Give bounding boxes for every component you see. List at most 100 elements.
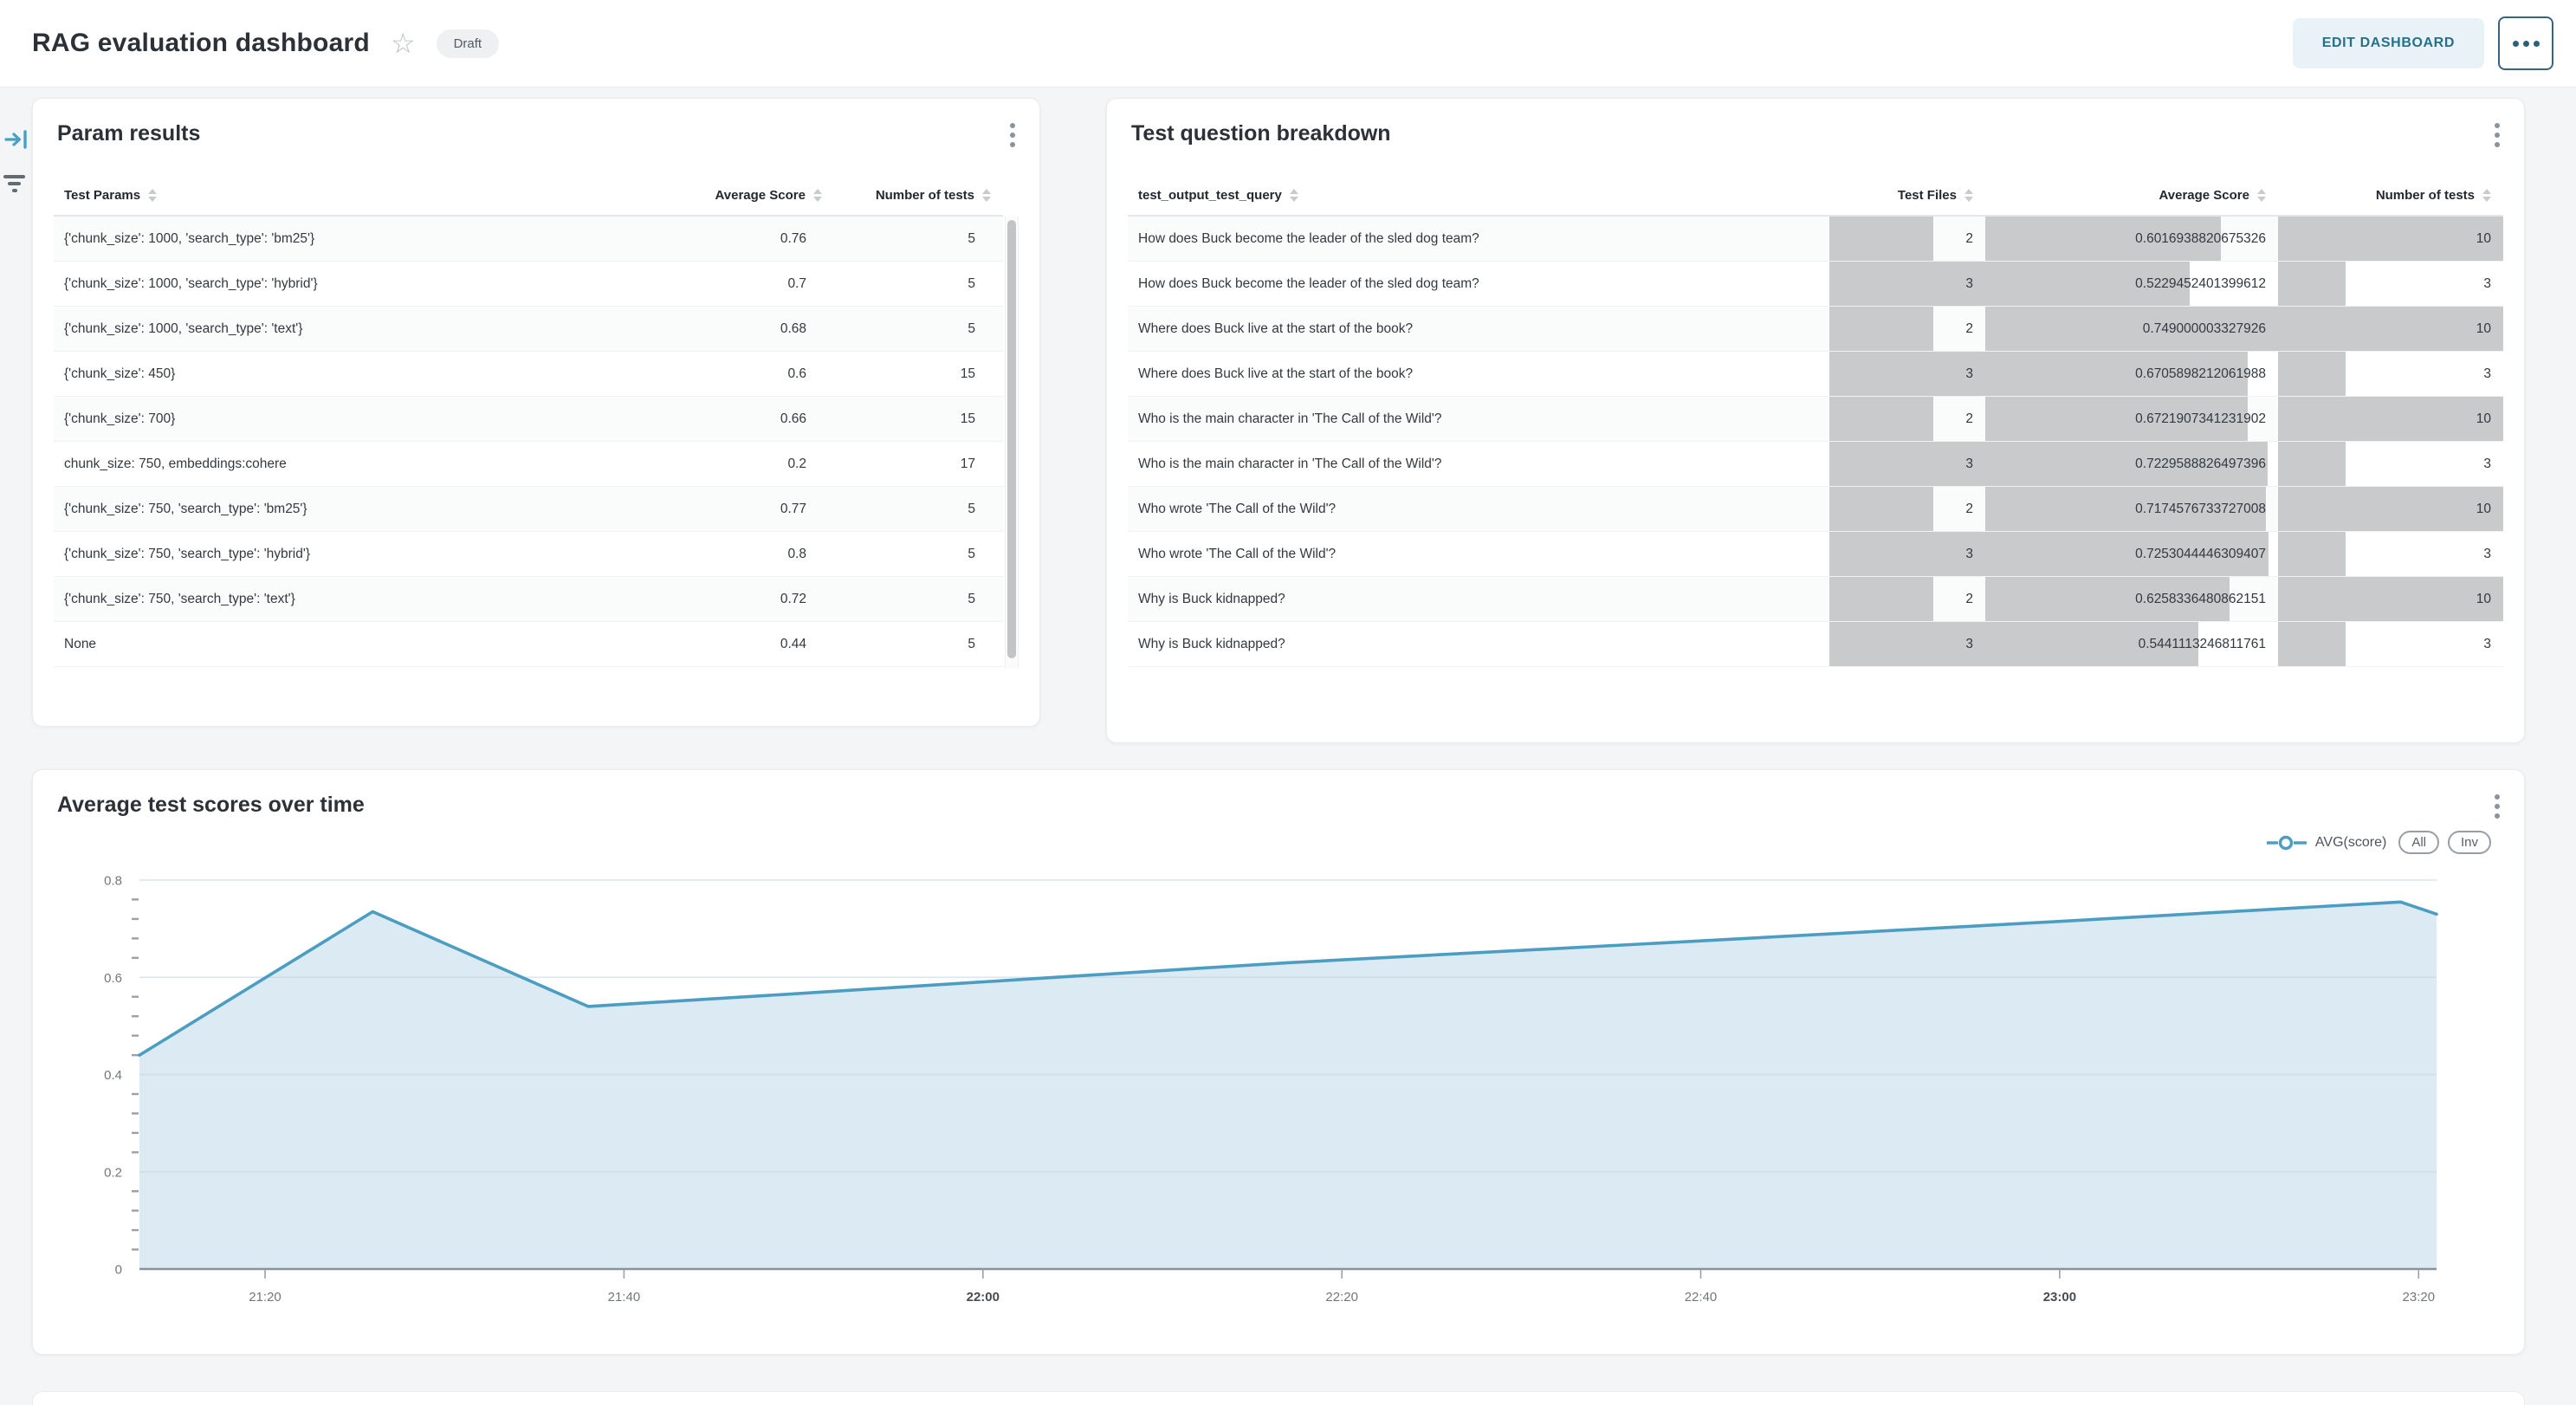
- table-row[interactable]: Why is Buck kidnapped? 3 0.544111324681176…: [1128, 622, 2503, 667]
- cell-number-of-tests[interactable]: 5: [968, 275, 975, 291]
- cell-test-query[interactable]: Where does Buck live at the start of the…: [1138, 366, 1414, 381]
- table-row[interactable]: {'chunk_size': 1000, 'search_type': 'tex…: [54, 307, 1003, 352]
- cell-test-files[interactable]: 3: [1829, 442, 1985, 486]
- cell-test-files[interactable]: 3: [1829, 532, 1985, 576]
- filter-icon[interactable]: [2, 173, 28, 200]
- cell-average-score[interactable]: 0.7: [787, 275, 806, 291]
- table-row[interactable]: chunk_size: 750, embeddings:cohere 0.2 17: [54, 442, 1003, 487]
- cell-average-score[interactable]: 0.76: [780, 230, 806, 246]
- cell-test-files[interactable]: 3: [1829, 622, 1985, 666]
- cell-number-of-tests[interactable]: 5: [968, 636, 975, 651]
- cell-test-files[interactable]: 2: [1829, 307, 1985, 351]
- cell-average-score[interactable]: 0.5229452401399612: [1985, 262, 2278, 306]
- table-row[interactable]: How does Buck become the leader of the s…: [1128, 262, 2503, 307]
- card-menu-button[interactable]: [1006, 120, 1019, 151]
- cell-test-files[interactable]: 3: [1829, 262, 1985, 306]
- expand-sidebar-icon[interactable]: [4, 126, 30, 157]
- cell-number-of-tests[interactable]: 3: [2278, 262, 2503, 306]
- cell-test-query[interactable]: Who wrote 'The Call of the Wild'?: [1138, 501, 1337, 516]
- column-header-average-score[interactable]: Average Score: [639, 188, 834, 203]
- card-menu-button[interactable]: [2491, 791, 2503, 822]
- cell-test-query[interactable]: Who wrote 'The Call of the Wild'?: [1138, 546, 1337, 561]
- cell-number-of-tests[interactable]: 3: [2278, 532, 2503, 576]
- cell-number-of-tests[interactable]: 10: [2278, 577, 2503, 621]
- table-row[interactable]: None 0.44 5: [54, 622, 1003, 667]
- cell-number-of-tests[interactable]: 5: [968, 546, 975, 561]
- cell-number-of-tests[interactable]: 10: [2278, 487, 2503, 531]
- table-row[interactable]: {'chunk_size': 750, 'search_type': 'text…: [54, 577, 1003, 622]
- cell-average-score[interactable]: 0.5441113246811761: [1985, 622, 2278, 666]
- cell-number-of-tests[interactable]: 10: [2278, 307, 2503, 351]
- cell-number-of-tests[interactable]: 5: [968, 320, 975, 336]
- table-row[interactable]: {'chunk_size': 750, 'search_type': 'hybr…: [54, 532, 1003, 577]
- column-header-number-of-tests[interactable]: Number of tests: [2278, 188, 2503, 203]
- table-row[interactable]: {'chunk_size': 450} 0.6 15: [54, 352, 1003, 397]
- score-area-chart[interactable]: 0 0.2 0.4 0.6 0.8 21:20 21:40 22:00 22:20 22:40 23…: [33, 770, 2526, 1356]
- cell-test-files[interactable]: 3: [1829, 352, 1985, 396]
- scrollbar-thumb[interactable]: [1007, 220, 1016, 658]
- table-row[interactable]: {'chunk_size': 1000, 'search_type': 'bm2…: [54, 217, 1003, 262]
- cell-number-of-tests[interactable]: 3: [2278, 352, 2503, 396]
- cell-average-score[interactable]: 0.6705898212061988: [1985, 352, 2278, 396]
- cell-number-of-tests[interactable]: 5: [968, 501, 975, 516]
- table-row[interactable]: {'chunk_size': 750, 'search_type': 'bm25…: [54, 487, 1003, 532]
- cell-average-score[interactable]: 0.7253044446309407: [1985, 532, 2278, 576]
- table-row[interactable]: {'chunk_size': 1000, 'search_type': 'hyb…: [54, 262, 1003, 307]
- cell-number-of-tests[interactable]: 10: [2278, 217, 2503, 261]
- edit-dashboard-button[interactable]: EDIT DASHBOARD: [2292, 18, 2484, 68]
- cell-test-query[interactable]: Where does Buck live at the start of the…: [1138, 320, 1414, 336]
- cell-number-of-tests[interactable]: 10: [2278, 397, 2503, 441]
- cell-average-score[interactable]: 0.749000003327926: [1985, 307, 2278, 351]
- cell-test-files[interactable]: 2: [1829, 217, 1985, 261]
- legend-inv-button[interactable]: Inv: [2447, 831, 2491, 854]
- cell-test-query[interactable]: How does Buck become the leader of the s…: [1138, 230, 1479, 246]
- cell-test-files[interactable]: 2: [1829, 397, 1985, 441]
- cell-test-query[interactable]: How does Buck become the leader of the s…: [1138, 275, 1479, 291]
- cell-average-score[interactable]: 0.77: [780, 501, 806, 516]
- cell-average-score[interactable]: 0.6016938820675326: [1985, 217, 2278, 261]
- cell-number-of-tests[interactable]: 3: [2278, 622, 2503, 666]
- cell-number-of-tests[interactable]: 15: [960, 411, 975, 426]
- cell-number-of-tests[interactable]: 3: [2278, 442, 2503, 486]
- cell-average-score[interactable]: 0.6258336480862151: [1985, 577, 2278, 621]
- table-row[interactable]: Where does Buck live at the start of the…: [1128, 352, 2503, 397]
- cell-average-score[interactable]: 0.8: [787, 546, 806, 561]
- table-row[interactable]: Who wrote 'The Call of the Wild'? 3 0.7253…: [1128, 532, 2503, 577]
- cell-number-of-tests[interactable]: 5: [968, 591, 975, 606]
- legend-series-avg-score[interactable]: AVG(score): [2266, 835, 2386, 851]
- cell-test-params[interactable]: {'chunk_size': 750, 'search_type': 'hybr…: [64, 546, 311, 561]
- cell-test-params[interactable]: {'chunk_size': 1000, 'search_type': 'bm2…: [64, 230, 315, 246]
- column-header-number-of-tests[interactable]: Number of tests: [834, 188, 1003, 203]
- cell-test-query[interactable]: Who is the main character in 'The Call o…: [1138, 411, 1442, 426]
- cell-average-score[interactable]: 0.6721907341231902: [1985, 397, 2278, 441]
- cell-test-params[interactable]: {'chunk_size': 450}: [64, 366, 176, 381]
- cell-number-of-tests[interactable]: 17: [960, 456, 975, 471]
- cell-test-params[interactable]: None: [64, 636, 97, 651]
- cell-average-score[interactable]: 0.6: [787, 366, 806, 381]
- cell-average-score[interactable]: 0.2: [787, 456, 806, 471]
- cell-test-params[interactable]: {'chunk_size': 750, 'search_type': 'bm25…: [64, 501, 307, 516]
- cell-average-score[interactable]: 0.66: [780, 411, 806, 426]
- cell-test-params[interactable]: {'chunk_size': 750, 'search_type': 'text…: [64, 591, 295, 606]
- cell-test-query[interactable]: Who is the main character in 'The Call o…: [1138, 456, 1442, 471]
- column-header-test-query[interactable]: test_output_test_query: [1128, 188, 1829, 203]
- cell-average-score[interactable]: 0.44: [780, 636, 806, 651]
- cell-average-score[interactable]: 0.7229588826497396: [1985, 442, 2278, 486]
- cell-test-params[interactable]: {'chunk_size': 700}: [64, 411, 176, 426]
- table-row[interactable]: Why is Buck kidnapped? 2 0.625833648086215…: [1128, 577, 2503, 622]
- cell-test-params[interactable]: {'chunk_size': 1000, 'search_type': 'tex…: [64, 320, 303, 336]
- table-row[interactable]: Who is the main character in 'The Call o…: [1128, 442, 2503, 487]
- cell-average-score[interactable]: 0.72: [780, 591, 806, 606]
- table-row[interactable]: Who is the main character in 'The Call o…: [1128, 397, 2503, 442]
- cell-number-of-tests[interactable]: 5: [968, 230, 975, 246]
- cell-test-params[interactable]: {'chunk_size': 1000, 'search_type': 'hyb…: [64, 275, 318, 291]
- legend-all-button[interactable]: All: [2398, 831, 2439, 854]
- cell-test-params[interactable]: chunk_size: 750, embeddings:cohere: [64, 456, 287, 471]
- column-header-average-score[interactable]: Average Score: [1985, 188, 2278, 203]
- cell-number-of-tests[interactable]: 15: [960, 366, 975, 381]
- table-row[interactable]: Where does Buck live at the start of the…: [1128, 307, 2503, 352]
- cell-average-score[interactable]: 0.68: [780, 320, 806, 336]
- table-row[interactable]: How does Buck become the leader of the s…: [1128, 217, 2503, 262]
- card-menu-button[interactable]: [2491, 120, 2503, 151]
- cell-test-files[interactable]: 2: [1829, 577, 1985, 621]
